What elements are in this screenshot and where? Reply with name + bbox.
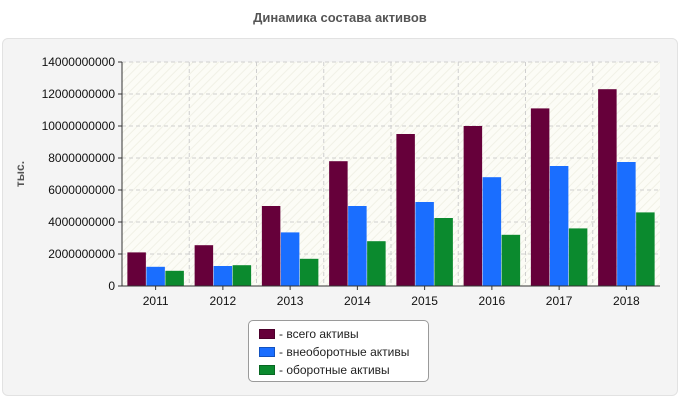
legend-swatch-total bbox=[259, 329, 275, 339]
bar-всего-активы bbox=[598, 89, 617, 286]
bar-всего-активы bbox=[194, 245, 214, 286]
bar-оборотные-активы bbox=[568, 228, 588, 286]
legend-item-total: - всего активы bbox=[259, 325, 428, 343]
bar-внеоборотные-активы bbox=[280, 232, 300, 286]
legend-label-noncurrent: - внеоборотные активы bbox=[279, 345, 410, 359]
legend-label-total: - всего активы bbox=[279, 327, 359, 341]
y-axis-label: тыс. bbox=[13, 161, 27, 187]
bar-всего-активы bbox=[463, 126, 483, 286]
chart-title: Динамика состава активов bbox=[253, 10, 427, 25]
bar-всего-активы bbox=[530, 108, 550, 287]
bar-внеоборотные-активы bbox=[617, 162, 636, 286]
y-tick-label: 10000000000 bbox=[42, 119, 116, 133]
x-tick-label: 2018 bbox=[613, 294, 640, 308]
bar-всего-активы bbox=[127, 252, 146, 286]
x-tick-label: 2012 bbox=[210, 294, 237, 308]
bar-внеоборотные-активы bbox=[549, 166, 569, 286]
legend: - всего активы - внеоборотные активы - о… bbox=[248, 320, 429, 382]
bar-внеоборотные-активы bbox=[415, 202, 434, 286]
bar-всего-активы bbox=[329, 161, 348, 286]
legend-swatch-current bbox=[259, 365, 275, 375]
bar-всего-активы bbox=[396, 134, 415, 286]
x-tick-label: 2015 bbox=[411, 294, 438, 308]
x-tick-label: 2016 bbox=[479, 294, 506, 308]
bar-внеоборотные-активы bbox=[482, 177, 502, 286]
bar-внеоборотные-активы bbox=[146, 266, 165, 286]
y-tick-label: 4000000000 bbox=[48, 215, 115, 229]
bar-всего-активы bbox=[261, 206, 281, 286]
bar-оборотные-активы bbox=[232, 265, 252, 286]
bar-оборотные-активы bbox=[367, 241, 386, 286]
legend-item-current: - оборотные активы bbox=[259, 361, 428, 379]
legend-label-current: - оборотные активы bbox=[279, 363, 390, 377]
y-tick-label: 12000000000 bbox=[42, 87, 116, 101]
bar-внеоборотные-активы bbox=[348, 206, 367, 286]
legend-item-noncurrent: - внеоборотные активы bbox=[259, 343, 428, 361]
y-tick-label: 8000000000 bbox=[48, 151, 115, 165]
x-tick-label: 2011 bbox=[143, 294, 169, 308]
bar-оборотные-активы bbox=[434, 218, 453, 286]
bar-оборотные-активы bbox=[165, 270, 184, 286]
x-tick-label: 2013 bbox=[277, 294, 304, 308]
y-tick-label: 6000000000 bbox=[48, 183, 115, 197]
y-tick-label: 14000000000 bbox=[42, 55, 116, 69]
y-tick-label: 2000000000 bbox=[48, 247, 115, 261]
x-tick-label: 2014 bbox=[344, 294, 371, 308]
bar-внеоборотные-активы bbox=[213, 266, 233, 286]
legend-swatch-noncurrent bbox=[259, 347, 275, 357]
bar-оборотные-активы bbox=[299, 258, 319, 286]
y-tick-label: 0 bbox=[108, 279, 115, 293]
x-tick-label: 2017 bbox=[546, 294, 573, 308]
bar-оборотные-активы bbox=[636, 212, 655, 286]
bar-оборотные-активы bbox=[501, 234, 521, 286]
